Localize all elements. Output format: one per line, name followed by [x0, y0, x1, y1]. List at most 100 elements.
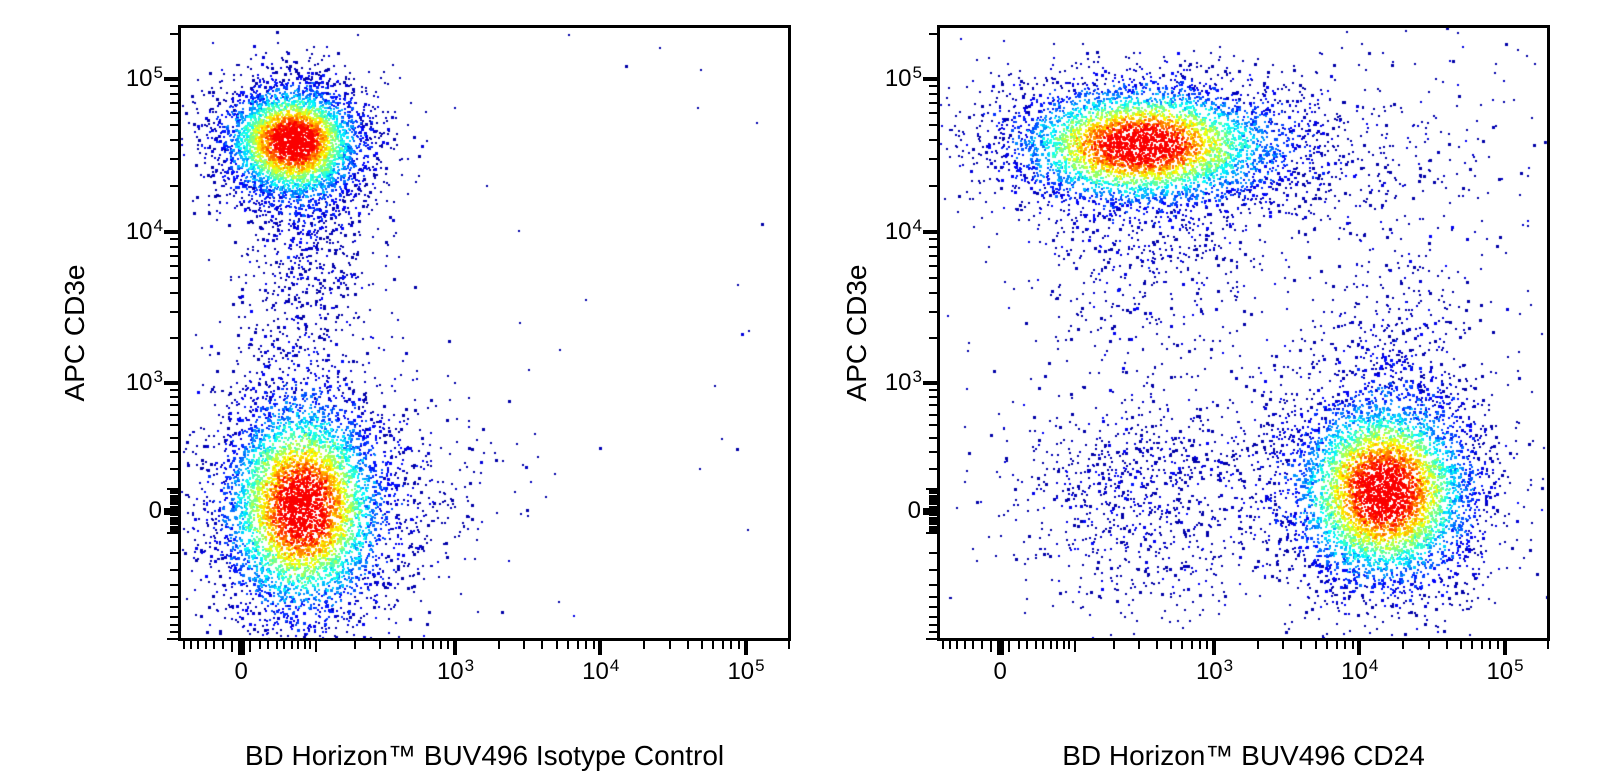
- x-axis-minor-tick: [730, 641, 733, 649]
- y-axis-title-left: APC CD3e: [59, 264, 90, 402]
- x-axis-minor-tick: [1206, 641, 1209, 649]
- y-axis-tick-label: 0: [907, 497, 921, 525]
- x-axis-major-tick: [237, 641, 245, 655]
- y-axis-minor-tick: [170, 404, 178, 407]
- y-axis-minor-tick: [929, 396, 937, 399]
- y-axis-minor-tick: [929, 413, 937, 416]
- x-axis-minor-tick: [1068, 641, 1071, 649]
- y-axis-minor-tick: [929, 623, 937, 626]
- y-axis-minor-tick: [170, 264, 178, 267]
- x-axis-minor-tick: [1073, 641, 1076, 652]
- y-axis-minor-tick: [929, 424, 937, 427]
- y-axis-minor-tick: [170, 102, 178, 105]
- x-axis-minor-tick: [447, 641, 450, 649]
- x-axis-minor-tick: [722, 641, 725, 649]
- x-axis-minor-tick: [712, 641, 715, 649]
- y-axis-minor-tick: [929, 276, 937, 279]
- x-axis-tick-label: 105: [727, 656, 765, 685]
- x-axis-title-right: BD Horizon™ BUV496 CD24: [1062, 740, 1425, 771]
- x-axis-minor-tick: [258, 641, 261, 649]
- y-axis-minor-tick: [170, 85, 178, 88]
- x-axis-minor-tick: [788, 641, 791, 649]
- x-axis-minor-tick: [1481, 641, 1484, 649]
- x-axis-minor-tick: [221, 641, 224, 649]
- x-axis-minor-tick: [1056, 641, 1059, 649]
- y-axis-minor-tick: [929, 615, 937, 618]
- y-axis-minor-tick: [929, 518, 937, 521]
- y-axis-minor-tick: [170, 631, 178, 634]
- y-axis-minor-tick: [929, 529, 937, 532]
- x-axis-minor-tick: [555, 641, 558, 649]
- x-axis-minor-tick: [1017, 641, 1020, 649]
- x-axis-minor-tick: [212, 641, 215, 649]
- y-axis-minor-tick: [170, 623, 178, 626]
- x-axis-minor-tick: [378, 641, 381, 649]
- y-axis-title-right: APC CD3e: [841, 264, 872, 402]
- x-axis-minor-tick: [1034, 641, 1037, 649]
- x-axis-tick-label: 0: [993, 658, 1007, 685]
- y-axis-minor-tick: [929, 516, 937, 519]
- y-axis-minor-tick: [170, 388, 178, 391]
- x-axis-minor-tick: [700, 641, 703, 649]
- y-axis-minor-tick: [167, 531, 178, 534]
- x-axis-minor-tick: [989, 641, 992, 652]
- x-axis-minor-tick: [1344, 641, 1347, 649]
- y-axis-minor-tick: [929, 388, 937, 391]
- x-axis-minor-tick: [1314, 641, 1317, 649]
- y-axis-minor-tick: [929, 310, 937, 313]
- y-axis-minor-tick: [167, 637, 178, 640]
- y-axis-major-tick: [164, 77, 178, 82]
- x-axis-minor-tick: [541, 641, 544, 649]
- x-axis-minor-tick: [980, 641, 983, 649]
- x-axis-minor-tick: [1137, 641, 1140, 649]
- y-axis-minor-tick: [929, 139, 937, 142]
- y-axis-minor-tick: [929, 503, 937, 506]
- y-axis-minor-tick: [170, 516, 178, 519]
- y-axis-minor-tick: [929, 158, 937, 161]
- y-axis-minor-tick: [170, 527, 178, 530]
- x-axis-title-left: BD Horizon™ BUV496 Isotype Control: [244, 740, 725, 771]
- y-axis-minor-tick: [929, 498, 937, 501]
- x-axis-minor-tick: [1113, 641, 1116, 649]
- x-axis-minor-tick: [303, 641, 306, 649]
- y-axis-minor-tick: [929, 436, 937, 439]
- y-axis-major-tick: [923, 77, 937, 82]
- y-axis-minor-tick: [929, 496, 937, 499]
- y-axis-minor-tick: [170, 569, 178, 572]
- y-axis-tick-label: 105: [125, 63, 163, 93]
- x-axis-minor-tick: [204, 641, 207, 649]
- y-axis-minor-tick: [170, 451, 178, 453]
- y-axis-minor-tick: [170, 615, 178, 618]
- y-axis-minor-tick: [167, 507, 178, 510]
- x-axis-minor-tick: [497, 641, 500, 649]
- x-axis-minor-tick: [439, 641, 442, 649]
- y-axis-minor-tick: [170, 276, 178, 279]
- y-axis-minor-tick: [170, 529, 178, 532]
- y-axis-minor-tick: [170, 551, 178, 554]
- y-axis-major-tick: [164, 507, 178, 515]
- x-axis-tick-label: 104: [1341, 656, 1379, 685]
- y-axis-minor-tick: [929, 494, 937, 497]
- y-axis-minor-tick: [929, 525, 937, 528]
- x-axis-minor-tick: [592, 641, 595, 649]
- y-axis-minor-tick: [929, 595, 937, 598]
- y-axis-minor-tick: [170, 595, 178, 598]
- y-axis-minor-tick: [929, 583, 937, 586]
- y-axis-minor-tick: [929, 451, 937, 453]
- y-axis-minor-tick: [929, 237, 937, 240]
- x-axis-minor-tick: [1256, 641, 1259, 649]
- y-axis-minor-tick: [170, 291, 178, 294]
- x-axis-minor-tick: [1401, 641, 1404, 649]
- y-axis-tick-label: 103: [884, 367, 922, 397]
- y-axis-minor-tick: [929, 606, 937, 609]
- y-axis-minor-tick: [170, 505, 178, 508]
- x-axis-minor-tick: [963, 641, 966, 649]
- x-axis-minor-tick: [1445, 641, 1448, 649]
- y-axis-minor-tick: [170, 523, 178, 526]
- x-axis-minor-tick: [1547, 641, 1550, 649]
- x-axis-minor-tick: [1326, 641, 1329, 649]
- y-axis-minor-tick: [170, 396, 178, 399]
- y-axis-minor-tick: [170, 583, 178, 586]
- y-axis-major-tick: [164, 381, 178, 386]
- y-axis-minor-tick: [929, 124, 937, 127]
